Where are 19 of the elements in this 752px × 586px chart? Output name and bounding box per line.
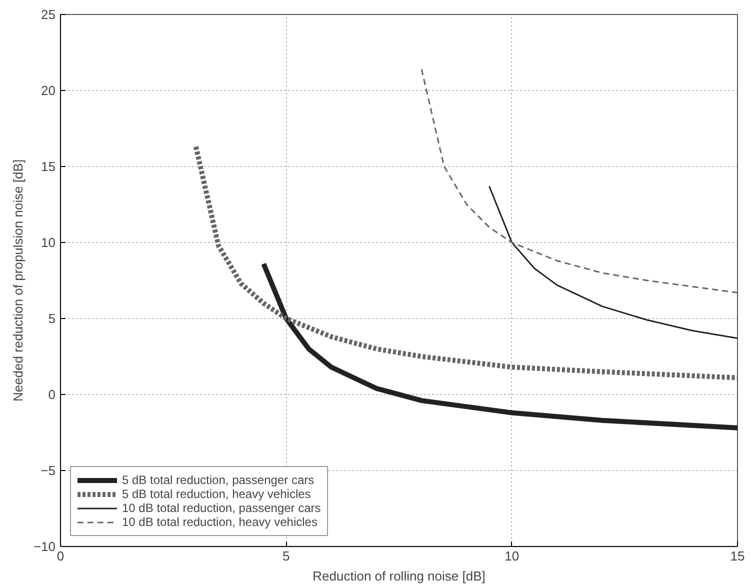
y-tick-label: 25 <box>41 7 56 22</box>
y-tick-label: −10 <box>33 539 56 554</box>
y-axis-title: Needed reduction of propulsion noise [dB] <box>10 159 26 402</box>
y-tick-label: 10 <box>41 235 56 250</box>
y-tick-label: 0 <box>48 387 56 402</box>
y-tick-label: −5 <box>40 463 56 478</box>
legend-label: 10 dB total reduction, passenger cars <box>122 501 321 515</box>
legend-label: 5 dB total reduction, heavy vehicles <box>122 487 311 501</box>
legend-label: 5 dB total reduction, passenger cars <box>122 473 314 487</box>
x-tick-label: 10 <box>504 548 520 564</box>
x-tick-label: 5 <box>282 548 290 564</box>
y-tick-label: 5 <box>48 311 56 326</box>
y-tick-label: 15 <box>41 159 56 174</box>
line-series <box>488 186 738 340</box>
line-series <box>420 68 738 294</box>
x-axis-title: Reduction of rolling noise [dB] <box>312 568 486 584</box>
x-tick-label: 15 <box>730 548 745 564</box>
y-tick-label: 20 <box>41 83 56 98</box>
legend-label: 10 dB total reduction, heavy vehicles <box>122 515 318 529</box>
